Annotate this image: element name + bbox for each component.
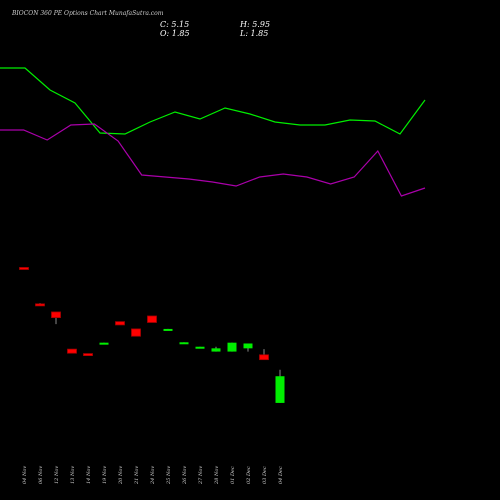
- candle: [259, 349, 269, 361]
- candle: [195, 346, 205, 349]
- candle-body: [259, 354, 269, 361]
- candle: [67, 348, 77, 354]
- candles: [19, 267, 285, 403]
- x-tick-label: 20 Nov: [118, 466, 124, 485]
- high-label: H: 5.95: [239, 20, 270, 29]
- x-tick-label: 03 Dec: [262, 466, 268, 484]
- candle-body: [179, 342, 189, 345]
- x-tick-label: 24 Nov: [150, 466, 156, 485]
- candle: [211, 346, 221, 352]
- overlay-line: [0, 67, 426, 135]
- candle: [131, 328, 141, 337]
- candle-body: [147, 315, 157, 323]
- candle: [99, 342, 109, 345]
- candle: [115, 321, 125, 326]
- candle: [19, 267, 29, 270]
- x-tick-label: 04 Nov: [22, 466, 28, 484]
- x-axis-ticks: 04 Nov 06 Nov 12 Nov 13 Nov 14 Nov 19 Nov 20 N…: [22, 466, 284, 485]
- candle-body: [19, 267, 29, 270]
- x-tick-label: 12 Nov: [54, 466, 60, 484]
- candle: [35, 303, 45, 307]
- candle-body: [131, 328, 141, 337]
- x-tick-label: 01 Dec: [230, 466, 236, 484]
- candle-body: [195, 346, 205, 349]
- x-tick-label: 04 Dec: [278, 466, 284, 484]
- candle: [227, 342, 237, 352]
- candle-body: [275, 376, 285, 403]
- candle-body: [211, 348, 221, 352]
- x-tick-label: 02 Dec: [246, 466, 252, 484]
- candle-body: [243, 343, 253, 349]
- candle-body: [83, 353, 93, 356]
- candle-body: [163, 328, 173, 331]
- candle-body: [227, 342, 237, 352]
- close-label: C: 5.15: [160, 20, 189, 29]
- x-tick-label: 25 Nov: [166, 466, 172, 485]
- x-tick-label: 14 Nov: [86, 466, 92, 484]
- candle: [147, 315, 157, 323]
- x-tick-label: 21 Nov: [134, 466, 140, 485]
- x-tick-label: 27 Nov: [198, 466, 204, 485]
- candle: [243, 343, 253, 352]
- candle: [163, 328, 173, 331]
- candle: [51, 311, 61, 325]
- overlay-line: [0, 123, 426, 197]
- candle: [83, 353, 93, 356]
- candle-body: [115, 321, 125, 326]
- candle-body: [35, 303, 45, 307]
- x-tick-label: 13 Nov: [70, 466, 76, 484]
- overlay-lines: [0, 67, 426, 197]
- x-tick-label: 28 Nov: [214, 466, 220, 485]
- candle-body: [67, 348, 77, 354]
- x-tick-label: 19 Nov: [102, 466, 108, 484]
- candle: [179, 342, 189, 345]
- low-label: L: 1.85: [239, 29, 268, 38]
- x-tick-label: 06 Nov: [38, 466, 44, 484]
- candle: [275, 369, 285, 403]
- open-label: O: 1.85: [160, 29, 190, 38]
- candle-body: [51, 311, 61, 319]
- chart-title: BIOCON 360 PE Options Chart MunafaSutra.…: [11, 10, 164, 17]
- candle-body: [99, 342, 109, 345]
- x-tick-label: 26 Nov: [182, 466, 188, 485]
